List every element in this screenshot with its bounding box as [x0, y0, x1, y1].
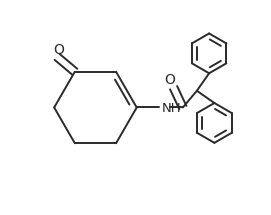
Text: O: O: [53, 43, 64, 57]
Text: NH: NH: [162, 102, 181, 115]
Text: O: O: [164, 73, 175, 88]
